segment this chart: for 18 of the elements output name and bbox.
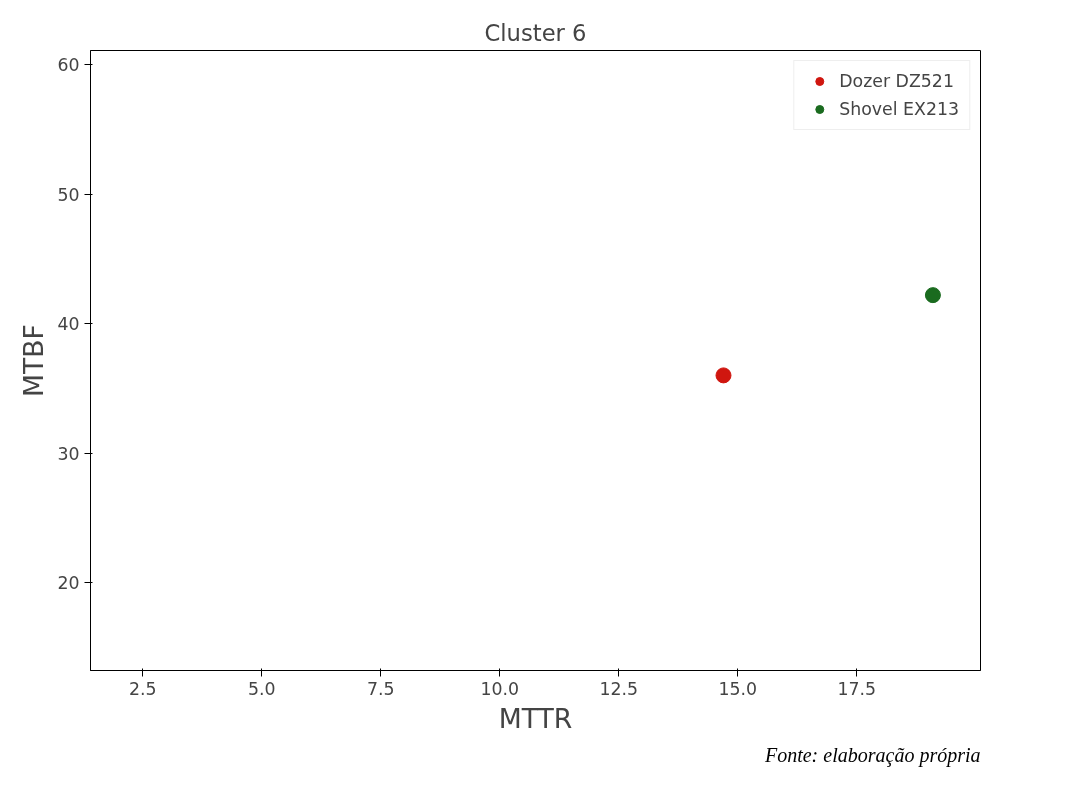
y-axis-title: MTBF — [18, 324, 50, 397]
x-axis-title: MTTR — [498, 702, 573, 734]
legend-label: Dozer DZ521 — [839, 71, 954, 91]
y-tick-label: 60 — [57, 55, 80, 76]
chart-title: Cluster 6 — [484, 19, 587, 46]
source-note: Fonte: elaboração própria — [763, 743, 981, 767]
y-tick-label: 40 — [57, 314, 80, 335]
x-tick-label: 12.5 — [599, 678, 639, 699]
x-tick-label: 17.5 — [837, 678, 877, 699]
x-tick-label: 2.5 — [129, 678, 157, 699]
y-tick-label: 50 — [57, 184, 80, 205]
legend-label: Shovel EX213 — [839, 99, 959, 119]
y-tick-label: 30 — [57, 443, 80, 464]
x-tick-label: 7.5 — [367, 678, 395, 699]
x-tick-label: 10.0 — [480, 678, 520, 699]
x-tick-label: 15.0 — [718, 678, 758, 699]
x-tick-label: 5.0 — [248, 678, 276, 699]
y-tick-label: 20 — [57, 572, 80, 593]
